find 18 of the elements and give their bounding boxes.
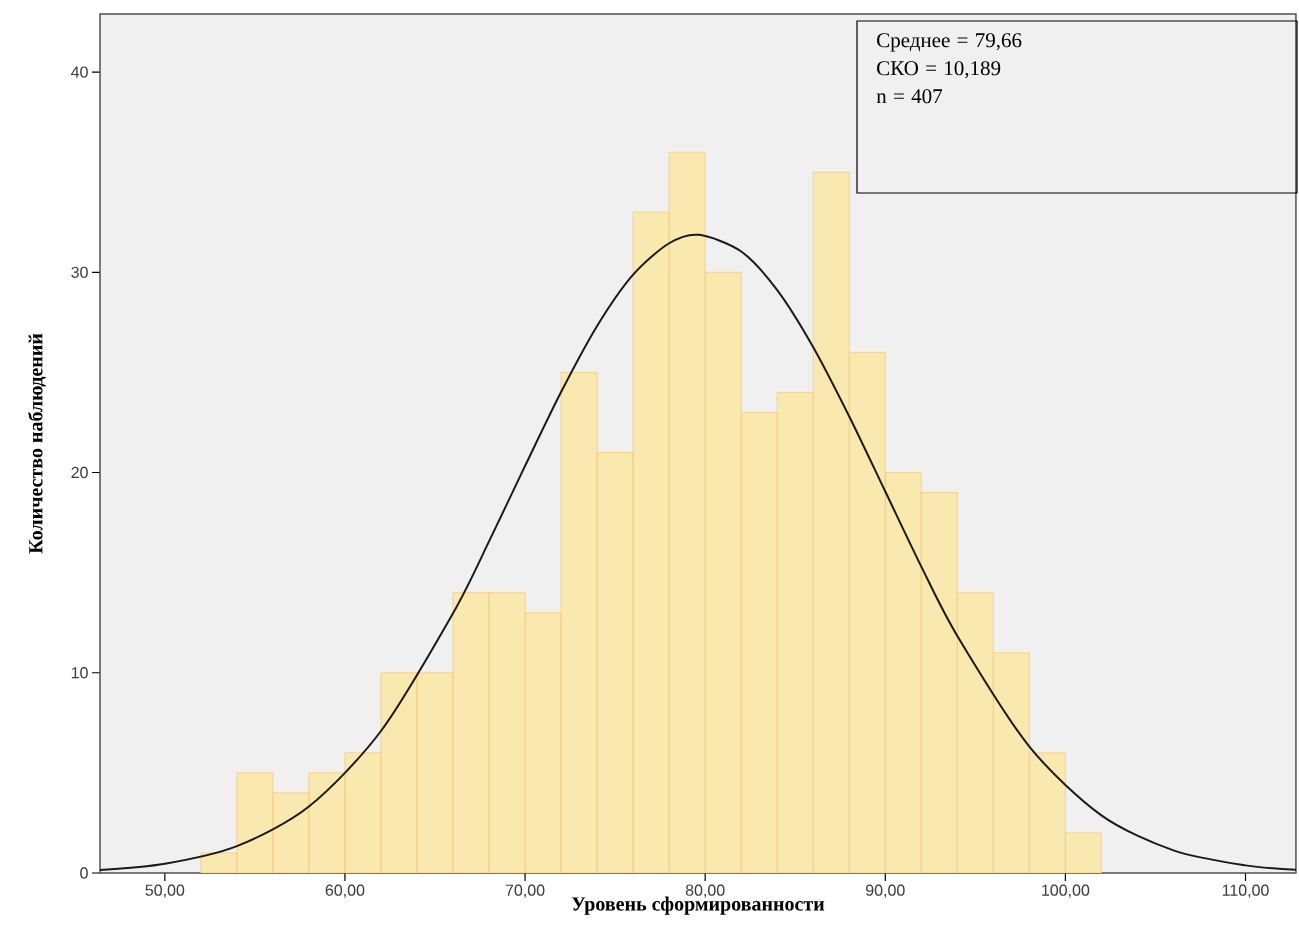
x-tick-label: 70,00 xyxy=(505,884,545,898)
y-axis-title: Количество наблюдений xyxy=(28,333,46,554)
x-tick-label: 90,00 xyxy=(866,884,905,898)
x-axis-title: Уровень сформированности xyxy=(571,896,825,915)
x-tick-label: 50,00 xyxy=(145,884,185,898)
annotation: СКО = 10,189 xyxy=(877,61,1001,79)
y-tick-label: 20 xyxy=(71,466,88,479)
y-tick-label: 0 xyxy=(80,867,88,879)
annotation: Среднее = 79,66 xyxy=(877,33,1022,52)
x-tick-label: 100,00 xyxy=(1042,884,1090,898)
y-tick-label: 10 xyxy=(71,667,88,679)
x-tick-label: 60,00 xyxy=(325,884,365,898)
x-tick-label: 80,00 xyxy=(685,884,725,898)
line-series xyxy=(100,233,1296,871)
y-tick-label: 30 xyxy=(71,266,88,278)
x-tick-label: 110,00 xyxy=(1222,884,1269,898)
annotation: n = 407 xyxy=(876,89,943,104)
y-tick-label: 40 xyxy=(71,66,88,78)
